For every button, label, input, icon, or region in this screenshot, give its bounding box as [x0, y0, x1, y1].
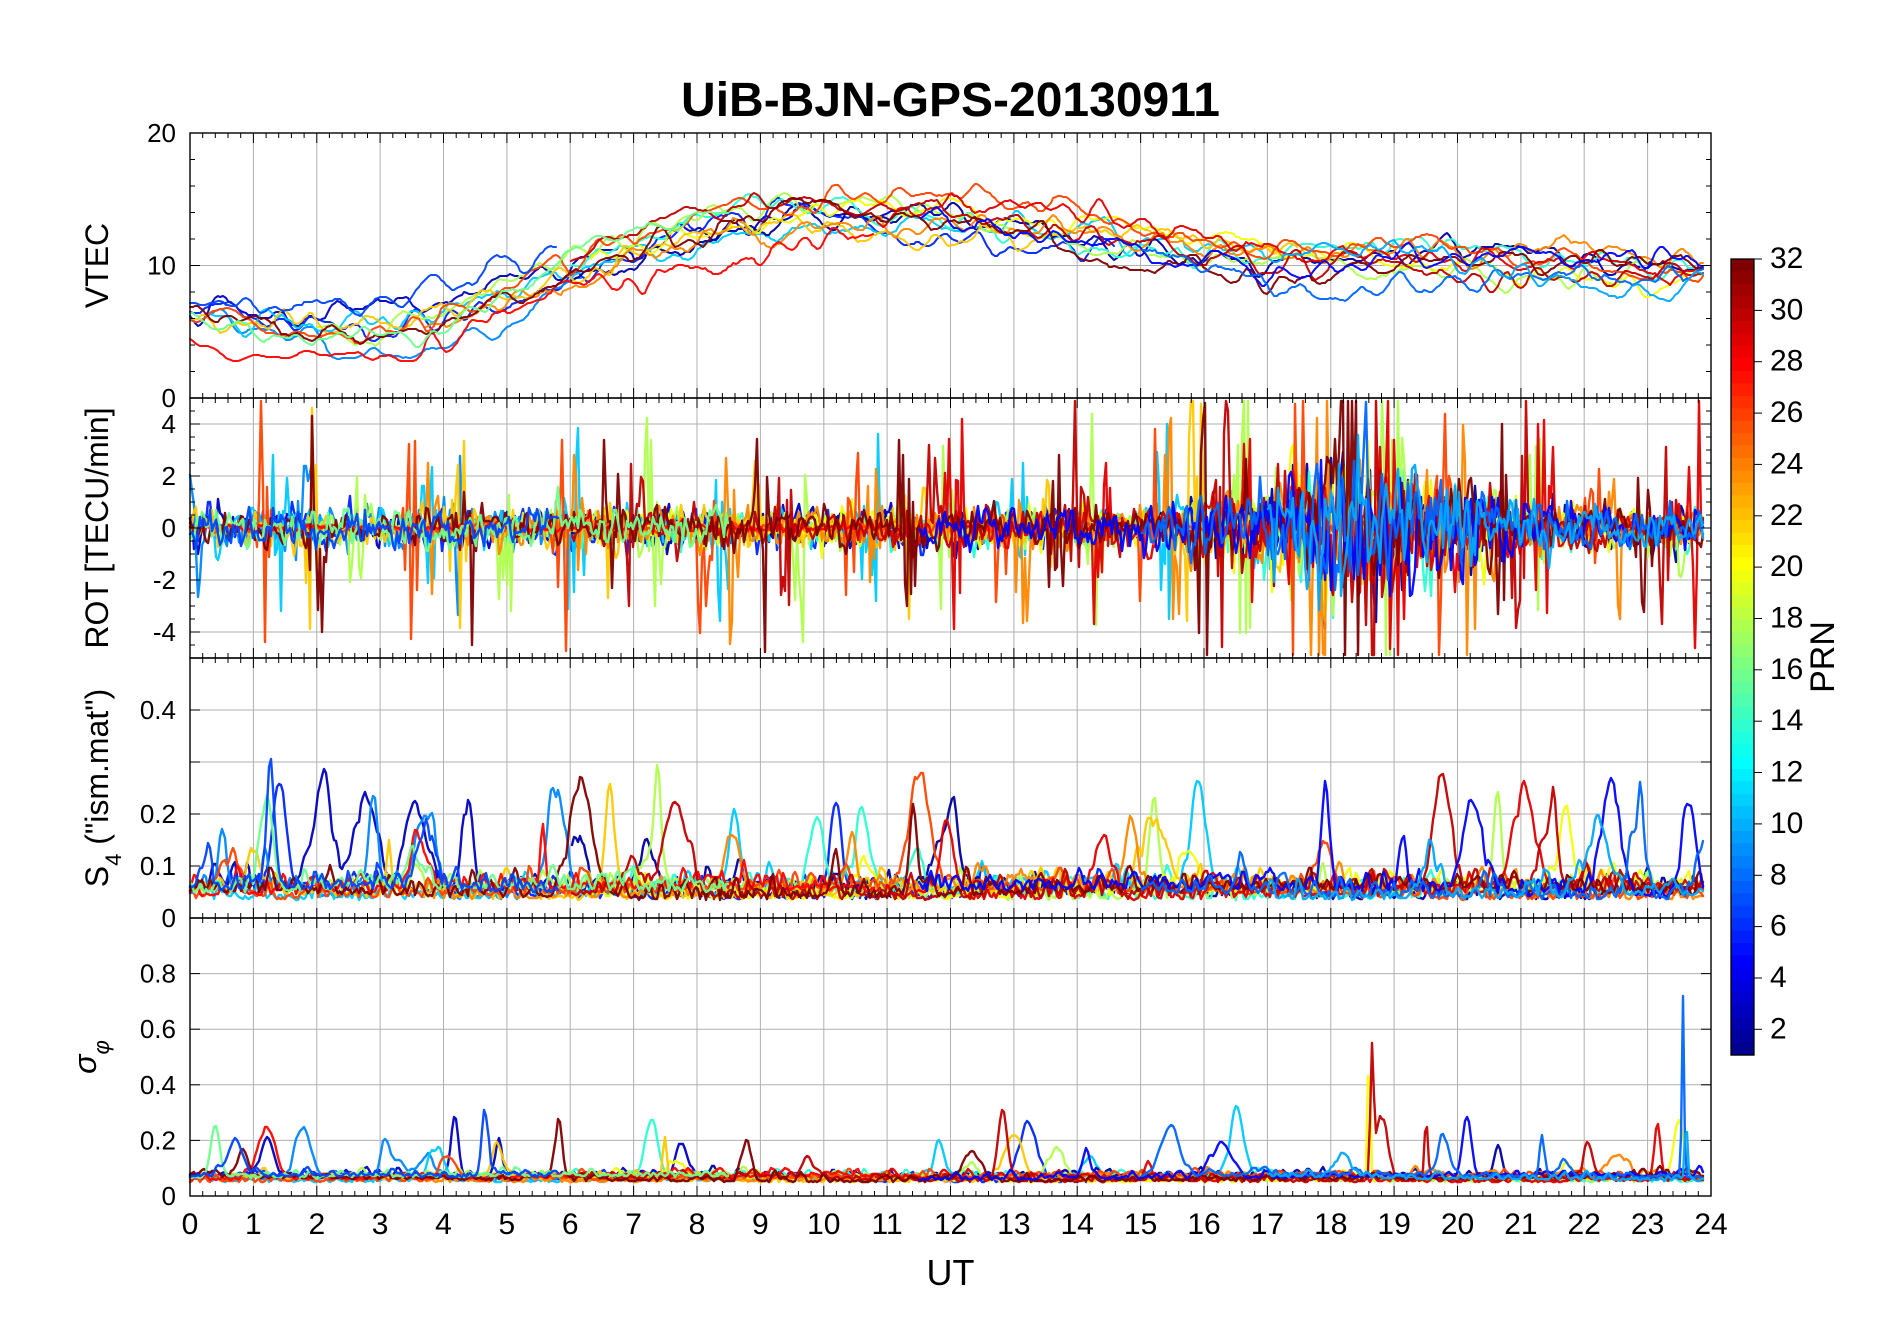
svg-text:VTEC: VTEC: [79, 223, 115, 308]
svg-text:UT: UT: [927, 1252, 975, 1293]
svg-text:20: 20: [1770, 550, 1803, 583]
svg-text:12: 12: [934, 1208, 967, 1241]
svg-text:12: 12: [1770, 756, 1803, 789]
svg-text:16: 16: [1187, 1208, 1220, 1241]
svg-text:0.4: 0.4: [140, 695, 176, 725]
svg-text:11: 11: [872, 1208, 903, 1241]
svg-text:0.2: 0.2: [140, 799, 176, 829]
svg-text:9: 9: [752, 1208, 769, 1241]
svg-text:1: 1: [245, 1208, 262, 1241]
svg-text:26: 26: [1770, 396, 1803, 429]
svg-text:7: 7: [625, 1208, 642, 1241]
svg-text:0: 0: [162, 903, 176, 933]
svg-text:22: 22: [1770, 499, 1803, 532]
svg-text:18: 18: [1314, 1208, 1347, 1241]
svg-text:0.6: 0.6: [140, 1014, 176, 1044]
svg-text:ROT [TECU/min]: ROT [TECU/min]: [79, 407, 115, 648]
svg-text:18: 18: [1770, 602, 1803, 635]
svg-text:0.2: 0.2: [140, 1125, 176, 1155]
svg-text:0: 0: [162, 1181, 176, 1211]
svg-text:10: 10: [147, 251, 176, 281]
svg-text:0.4: 0.4: [140, 1070, 176, 1100]
svg-text:28: 28: [1770, 345, 1803, 378]
svg-text:8: 8: [1770, 858, 1787, 891]
svg-text:-4: -4: [153, 617, 176, 647]
svg-text:6: 6: [1770, 910, 1787, 943]
svg-text:23: 23: [1631, 1208, 1664, 1241]
svg-text:21: 21: [1504, 1208, 1537, 1241]
svg-text:15: 15: [1124, 1208, 1157, 1241]
svg-text:PRN: PRN: [1804, 621, 1842, 693]
svg-text:4: 4: [1770, 961, 1787, 994]
svg-text:2: 2: [308, 1208, 325, 1241]
svg-text:-2: -2: [153, 565, 176, 595]
svg-text:0.1: 0.1: [140, 851, 176, 881]
svg-text:22: 22: [1568, 1208, 1601, 1241]
svg-text:4: 4: [435, 1208, 452, 1241]
svg-text:24: 24: [1694, 1208, 1727, 1241]
svg-text:10: 10: [1770, 807, 1803, 840]
svg-text:20: 20: [1441, 1208, 1474, 1241]
svg-text:14: 14: [1061, 1208, 1094, 1241]
svg-text:2: 2: [1770, 1012, 1787, 1045]
svg-text:2: 2: [162, 461, 176, 491]
svg-text:0: 0: [182, 1208, 199, 1241]
svg-text:30: 30: [1770, 293, 1803, 326]
svg-text:UiB-BJN-GPS-20130911: UiB-BJN-GPS-20130911: [681, 74, 1220, 127]
svg-text:32: 32: [1770, 242, 1803, 275]
svg-text:3: 3: [372, 1208, 389, 1241]
svg-text:17: 17: [1251, 1208, 1284, 1241]
svg-text:20: 20: [147, 118, 176, 148]
svg-text:0: 0: [162, 513, 176, 543]
svg-text:6: 6: [562, 1208, 579, 1241]
svg-text:10: 10: [807, 1208, 840, 1241]
svg-text:16: 16: [1770, 653, 1803, 686]
svg-text:24: 24: [1770, 447, 1803, 480]
svg-text:13: 13: [997, 1208, 1030, 1241]
svg-text:19: 19: [1377, 1208, 1410, 1241]
svg-text:0.8: 0.8: [140, 959, 176, 989]
svg-text:4: 4: [162, 409, 176, 439]
svg-text:5: 5: [499, 1208, 516, 1241]
svg-text:8: 8: [689, 1208, 706, 1241]
svg-text:14: 14: [1770, 704, 1803, 737]
